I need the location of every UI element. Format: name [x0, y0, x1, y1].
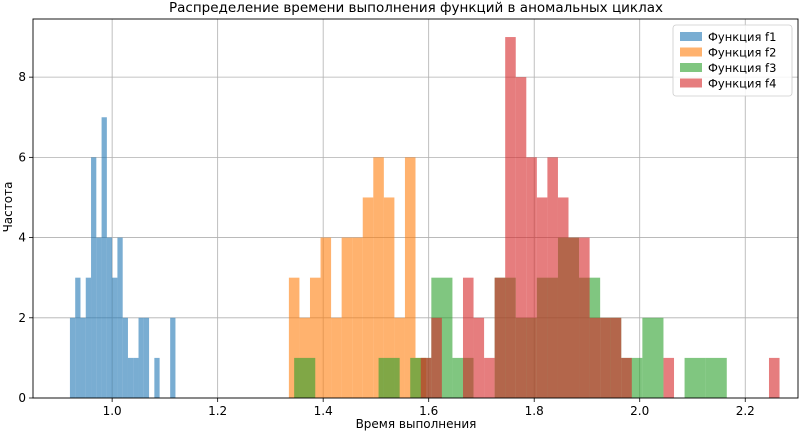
legend-swatch — [680, 78, 702, 88]
histogram-bar — [331, 317, 342, 398]
histogram-bar — [557, 197, 569, 398]
x-axis-ticks: 1.0 1.2 1.4 1.6 1.8 2.0 2.2 — [103, 398, 755, 418]
y-tick-label: 8 — [18, 70, 26, 84]
histogram-bar — [684, 357, 706, 398]
x-tick-label: 1.0 — [103, 404, 122, 418]
plot-frame — [32, 18, 799, 399]
x-tick-label: 1.4 — [314, 404, 333, 418]
y-tick-label: 4 — [18, 231, 26, 245]
histogram-bar — [96, 237, 102, 398]
histogram-bar — [101, 117, 107, 398]
histogram-bar — [341, 237, 353, 398]
histogram-bar — [378, 357, 400, 398]
histogram-bar — [768, 357, 780, 398]
histogram-bar — [547, 157, 558, 398]
histogram-bar — [106, 237, 113, 398]
histogram-bar — [288, 277, 300, 398]
histogram-bar — [352, 237, 363, 398]
histogram-bar — [515, 77, 527, 398]
x-axis-label: Время выполнения — [356, 417, 477, 431]
histogram-bar — [579, 237, 590, 398]
histogram-bar — [610, 317, 622, 398]
histogram-bar — [404, 157, 416, 398]
histogram-bar — [294, 357, 316, 398]
legend-label: Функция f3 — [708, 61, 776, 75]
histogram-bar — [568, 237, 580, 398]
x-tick-label: 1.6 — [419, 404, 438, 418]
histogram-bar — [526, 157, 537, 398]
legend-label: Функция f4 — [708, 77, 776, 91]
histogram-bar — [122, 317, 128, 398]
legend-label: Функция f2 — [708, 46, 776, 60]
histogram-bar — [494, 277, 506, 398]
legend-swatch — [680, 47, 702, 57]
histogram-bar — [80, 317, 86, 398]
histogram-bar — [462, 277, 474, 398]
histogram-bar — [138, 317, 144, 398]
series-f1 — [69, 117, 176, 398]
legend-box — [672, 24, 793, 97]
histogram-bar — [452, 357, 463, 398]
histogram-bar — [663, 357, 675, 398]
chart-title: Распределение времени выполнения функций… — [169, 0, 663, 16]
histogram-bar — [143, 317, 150, 398]
histogram-bar — [373, 157, 384, 398]
histogram-bar — [484, 357, 495, 398]
histogram-bar — [320, 237, 332, 398]
histogram-bar — [431, 317, 442, 398]
histogram-bar — [69, 317, 76, 398]
histogram-bar — [383, 197, 395, 398]
x-tick-label: 1.2 — [208, 404, 227, 418]
histogram-bar — [117, 237, 123, 398]
histogram-bar — [589, 317, 601, 398]
histogram-bar — [112, 277, 118, 398]
series-f4 — [420, 37, 780, 399]
y-tick-label: 2 — [18, 311, 26, 325]
histogram-bar — [705, 357, 727, 398]
histogram-bar — [621, 357, 632, 398]
y-tick-label: 0 — [18, 391, 26, 405]
histogram-bar — [85, 277, 92, 398]
legend-swatch — [680, 32, 702, 41]
legend-label: Функция f1 — [708, 30, 776, 44]
histogram-bar — [505, 37, 516, 399]
histogram-bar — [170, 317, 176, 398]
y-tick-label: 6 — [18, 150, 26, 164]
histogram-bar — [309, 277, 321, 398]
histogram-bar — [473, 317, 485, 398]
histogram-bars — [69, 37, 780, 399]
histogram-bar — [91, 157, 97, 398]
x-tick-label: 1.8 — [525, 404, 544, 418]
x-tick-label: 2.2 — [736, 404, 755, 418]
y-axis-ticks: 0 2 4 6 8 — [18, 70, 33, 405]
histogram-bar — [154, 357, 160, 398]
histogram-bar — [127, 357, 134, 398]
histogram-bar — [600, 317, 611, 398]
x-tick-label: 2.0 — [630, 404, 649, 418]
legend-swatch — [680, 63, 702, 72]
histogram-bar — [642, 317, 664, 398]
histogram-bar — [536, 197, 548, 398]
histogram-bar — [133, 357, 139, 398]
y-axis-label: Частота — [1, 182, 15, 233]
histogram-bar — [420, 357, 432, 398]
histogram-bar — [362, 197, 374, 398]
histogram-bar — [75, 277, 81, 398]
